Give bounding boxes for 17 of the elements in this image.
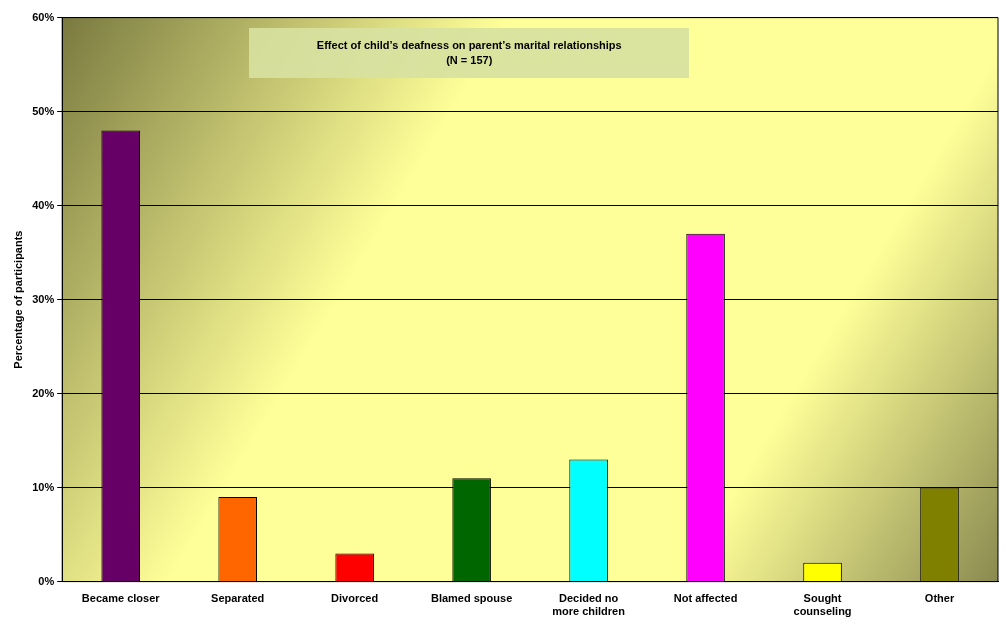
x-tick-label: Not affected [673, 592, 738, 605]
y-tick-label: 10% [32, 480, 55, 493]
y-axis-title: Percentage of participants [11, 230, 24, 369]
x-tick-label: Separated [211, 592, 265, 605]
x-tick-label: Blamed spouse [430, 592, 513, 605]
y-tick-label: 30% [32, 292, 55, 305]
y-tick-label: 20% [32, 386, 55, 399]
x-tick-label: Became closer [81, 592, 161, 605]
x-tick-label: Divorced [331, 592, 379, 605]
x-tick-label: Decided no more children [552, 592, 626, 618]
y-tick-label: 50% [32, 104, 55, 117]
x-tick-label: Sought counseling [793, 592, 852, 618]
y-tick-label: 0% [38, 574, 55, 587]
y-tick-label: 40% [32, 198, 55, 211]
y-tick-label: 60% [32, 10, 55, 23]
x-tick-label: Other [924, 592, 955, 605]
title-panel: Effect of child’s deafness on parent’s marital relationships (N = 157) [249, 27, 690, 78]
